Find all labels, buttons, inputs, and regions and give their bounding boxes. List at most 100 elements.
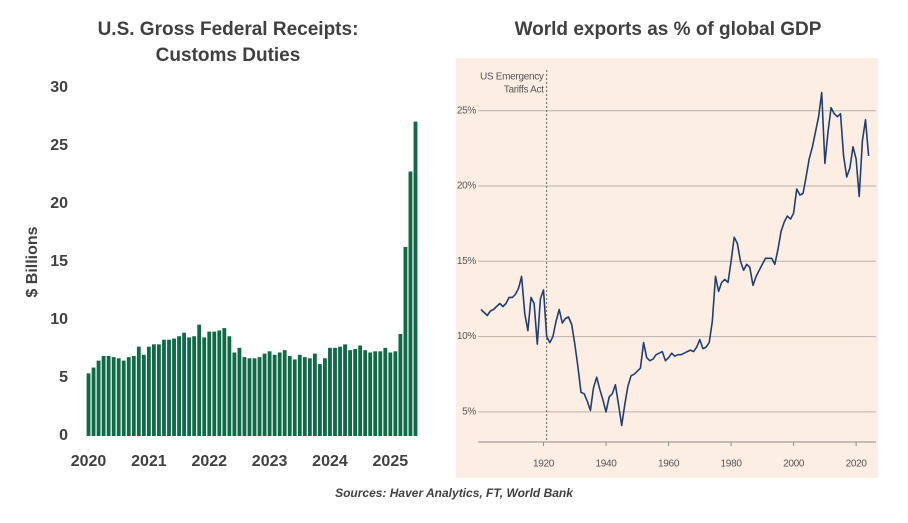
bar bbox=[292, 359, 297, 436]
x-tick-label: 2020 bbox=[71, 453, 107, 470]
bar bbox=[368, 352, 373, 436]
bar bbox=[202, 337, 207, 436]
bar bbox=[383, 347, 388, 436]
bar bbox=[317, 364, 322, 436]
bar bbox=[121, 360, 126, 436]
bar bbox=[146, 346, 151, 436]
bar bbox=[348, 350, 353, 436]
bar bbox=[398, 333, 403, 436]
bar bbox=[262, 353, 267, 436]
bar bbox=[353, 349, 358, 436]
bar bbox=[358, 345, 363, 436]
bar bbox=[217, 330, 222, 436]
y-tick-label: 5 bbox=[59, 369, 68, 386]
y-tick-label: 10 bbox=[50, 311, 68, 328]
source-note: Sources: Haver Analytics, FT, World Bank bbox=[335, 486, 574, 500]
line-series bbox=[480, 91, 870, 427]
x-tick-label: 1920 bbox=[533, 459, 555, 470]
bar bbox=[373, 351, 378, 436]
bar bbox=[131, 355, 136, 436]
bar bbox=[227, 336, 232, 436]
chart-title: Customs Duties bbox=[156, 45, 301, 66]
x-tick-label: 1940 bbox=[596, 459, 618, 470]
chart-title: U.S. Gross Federal Receipts: bbox=[98, 19, 359, 40]
bar bbox=[96, 360, 101, 436]
bar bbox=[267, 351, 272, 436]
y-tick-label: 0 bbox=[59, 427, 68, 444]
bar bbox=[197, 324, 202, 436]
y-tick-label: 20 bbox=[50, 195, 68, 212]
annotation-text: US Emergency bbox=[480, 72, 544, 83]
chart-title: World exports as % of global GDP bbox=[515, 19, 822, 40]
bar bbox=[101, 355, 106, 436]
bar bbox=[413, 121, 418, 436]
y-tick-label: 10% bbox=[457, 331, 477, 342]
bar bbox=[177, 336, 181, 436]
x-tick-label: 1960 bbox=[658, 459, 680, 470]
x-tick-label: 1980 bbox=[721, 459, 743, 470]
x-tick-label: 2025 bbox=[373, 453, 409, 470]
bar bbox=[116, 358, 121, 436]
bar bbox=[91, 367, 96, 436]
bar bbox=[312, 353, 317, 436]
x-tick-label: 2023 bbox=[252, 453, 288, 470]
bar bbox=[86, 373, 91, 436]
bar bbox=[126, 357, 131, 436]
bar bbox=[222, 328, 227, 436]
bar bbox=[403, 246, 408, 436]
bar bbox=[408, 171, 413, 436]
bar bbox=[272, 354, 277, 436]
bar bbox=[136, 346, 141, 436]
bar bbox=[212, 331, 217, 436]
bar bbox=[307, 358, 312, 436]
bar bbox=[151, 344, 156, 436]
bar bbox=[111, 357, 116, 436]
y-tick-label: 15 bbox=[50, 253, 68, 270]
bar bbox=[328, 347, 332, 436]
bar bbox=[252, 358, 257, 436]
bar bbox=[106, 355, 111, 436]
bar bbox=[338, 346, 342, 436]
bar bbox=[187, 337, 192, 436]
y-tick-label: 30 bbox=[50, 79, 68, 96]
bar bbox=[282, 350, 287, 436]
y-tick-label: 20% bbox=[457, 181, 477, 192]
bar bbox=[287, 355, 292, 436]
bar bbox=[141, 354, 146, 436]
y-tick-label: 15% bbox=[457, 256, 477, 267]
x-tick-label: 2020 bbox=[846, 459, 868, 470]
bar bbox=[157, 344, 161, 436]
y-axis-label: $ Billions bbox=[24, 226, 41, 297]
bar bbox=[302, 357, 307, 436]
bar bbox=[323, 358, 327, 436]
bar bbox=[257, 357, 262, 436]
x-tick-label: 2021 bbox=[131, 453, 167, 470]
bar bbox=[167, 339, 171, 436]
bar bbox=[172, 338, 176, 436]
bar bbox=[378, 351, 383, 436]
x-tick-label: 2022 bbox=[191, 453, 227, 470]
bar bbox=[242, 357, 247, 436]
x-tick-label: 2024 bbox=[312, 453, 348, 470]
annotation-text: Tariffs Act bbox=[504, 85, 544, 96]
bar bbox=[343, 344, 347, 436]
bar bbox=[247, 358, 252, 436]
bar bbox=[393, 351, 398, 436]
bar bbox=[237, 347, 242, 436]
bar bbox=[162, 339, 166, 436]
bar bbox=[207, 331, 212, 436]
bar bbox=[333, 347, 337, 436]
bar bbox=[297, 354, 302, 436]
bar bbox=[232, 352, 237, 436]
plot-background bbox=[456, 58, 878, 478]
y-tick-label: 25 bbox=[50, 137, 68, 154]
y-tick-label: 5% bbox=[462, 407, 476, 418]
bar bbox=[363, 350, 368, 436]
y-tick-label: 25% bbox=[457, 105, 477, 116]
bar bbox=[277, 352, 282, 436]
bar bbox=[192, 336, 197, 436]
x-tick-label: 2000 bbox=[783, 459, 805, 470]
bar bbox=[182, 332, 187, 436]
